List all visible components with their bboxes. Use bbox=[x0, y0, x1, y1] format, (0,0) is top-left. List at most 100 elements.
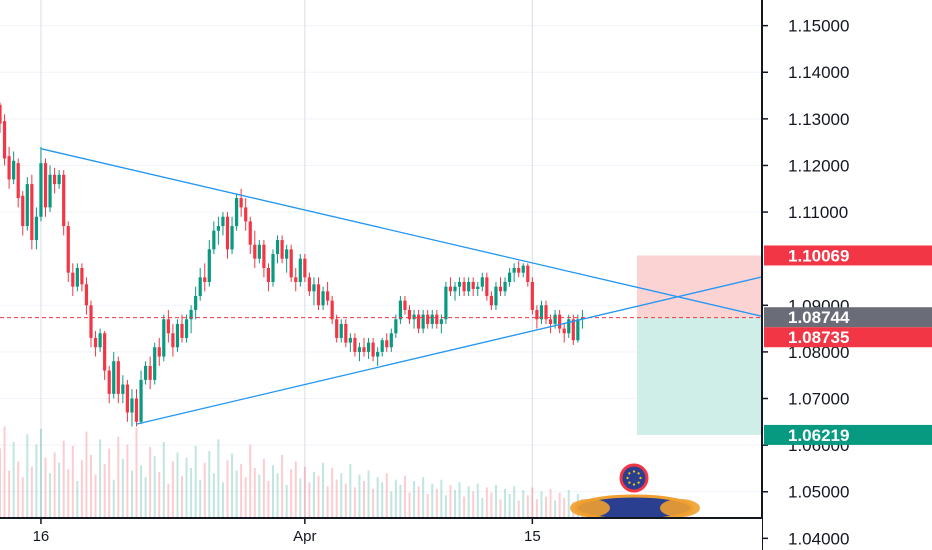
candle-body bbox=[189, 309, 193, 320]
candle bbox=[130, 389, 134, 427]
volume-bar bbox=[217, 439, 220, 520]
candle-body bbox=[66, 226, 70, 273]
candle-body bbox=[125, 384, 129, 413]
volume-bar bbox=[381, 482, 384, 520]
volume-bar bbox=[67, 469, 70, 520]
candle bbox=[517, 261, 521, 278]
candle bbox=[257, 240, 261, 264]
volume-bar bbox=[353, 487, 356, 520]
candle bbox=[294, 268, 298, 292]
candle bbox=[544, 300, 548, 324]
candle-body bbox=[294, 277, 298, 282]
volume-bar bbox=[167, 483, 170, 520]
candle bbox=[103, 330, 107, 380]
volume-bar bbox=[322, 462, 325, 520]
candle-body bbox=[407, 309, 412, 320]
candle bbox=[148, 356, 152, 390]
trendlines[interactable] bbox=[0, 148, 801, 425]
volume-bar bbox=[194, 445, 197, 520]
volume-bar bbox=[0, 448, 1, 520]
candle-body bbox=[530, 281, 534, 310]
y-tick-label: 1.12000 bbox=[788, 156, 849, 175]
star-dot bbox=[637, 472, 640, 475]
candle bbox=[98, 328, 102, 352]
candle bbox=[330, 295, 334, 324]
volume-bar bbox=[80, 460, 83, 520]
volume-bar bbox=[285, 484, 288, 520]
candle bbox=[435, 309, 439, 329]
volume-bar bbox=[130, 470, 133, 520]
candle bbox=[266, 263, 271, 292]
candle bbox=[548, 314, 553, 334]
candle-body bbox=[326, 291, 330, 301]
candle-body bbox=[535, 309, 539, 320]
volume-bar bbox=[30, 466, 33, 520]
volume-bar bbox=[212, 473, 215, 520]
candle-body bbox=[567, 319, 571, 334]
candle bbox=[189, 305, 193, 334]
candle-body bbox=[580, 317, 584, 320]
trendline-lower[interactable] bbox=[136, 272, 779, 425]
volume-bar bbox=[162, 442, 165, 520]
candle-body bbox=[21, 195, 25, 227]
trendline-upper[interactable] bbox=[40, 148, 801, 326]
volume-bar bbox=[99, 439, 102, 520]
star-dot bbox=[628, 481, 631, 484]
volume-bar bbox=[340, 473, 343, 520]
candle bbox=[539, 300, 544, 324]
candle bbox=[280, 235, 284, 264]
candle-body bbox=[512, 268, 516, 273]
candle-body bbox=[417, 314, 421, 329]
time-axis[interactable]: 16 Apr 15 bbox=[0, 517, 762, 550]
eur-flag-logo bbox=[570, 463, 700, 522]
volume-bar bbox=[435, 488, 438, 520]
candle-body bbox=[30, 184, 34, 241]
x-tick-label: Apr bbox=[293, 528, 316, 545]
candle bbox=[389, 328, 393, 352]
volume-bar bbox=[294, 461, 297, 520]
volume-bar bbox=[262, 458, 265, 520]
candle-body bbox=[80, 268, 84, 285]
candle bbox=[271, 249, 275, 287]
candle bbox=[498, 277, 503, 296]
volume-bar bbox=[276, 473, 279, 520]
volume-bar bbox=[454, 490, 456, 520]
price-tag-label: 1.10069 bbox=[788, 246, 849, 265]
star-dot bbox=[628, 472, 631, 475]
candle-body bbox=[380, 340, 384, 352]
volume-bar bbox=[221, 482, 224, 520]
volume-bar bbox=[190, 468, 193, 520]
candle bbox=[526, 263, 530, 287]
candle-body bbox=[2, 121, 7, 159]
candle bbox=[180, 314, 184, 343]
volume-bar bbox=[326, 486, 329, 520]
candle-body bbox=[544, 305, 548, 320]
candle bbox=[316, 277, 321, 310]
candle-body bbox=[103, 333, 107, 371]
candle-body bbox=[230, 226, 234, 250]
candle bbox=[426, 309, 430, 329]
candle bbox=[162, 314, 166, 362]
volume-bar bbox=[485, 487, 488, 520]
volume-bar bbox=[8, 470, 11, 520]
candle-body bbox=[412, 314, 416, 320]
volume-bar bbox=[103, 464, 106, 520]
volume-bar bbox=[153, 456, 156, 520]
candle bbox=[275, 235, 280, 264]
candle bbox=[253, 230, 257, 269]
volume-bar bbox=[135, 427, 138, 520]
candle-body bbox=[439, 319, 443, 324]
price-axis[interactable]: 1.150001.140001.130001.120001.110001.090… bbox=[761, 0, 932, 550]
y-tick-label: 1.11000 bbox=[788, 203, 848, 222]
star-dot bbox=[632, 483, 636, 486]
volume-bar bbox=[476, 483, 479, 520]
volume-bar bbox=[417, 486, 420, 520]
candle-body bbox=[489, 295, 493, 306]
candle bbox=[66, 221, 70, 282]
candle bbox=[75, 263, 79, 292]
price-tag-bg bbox=[764, 424, 932, 445]
candle-body bbox=[476, 286, 480, 289]
volume-bar bbox=[226, 460, 229, 520]
